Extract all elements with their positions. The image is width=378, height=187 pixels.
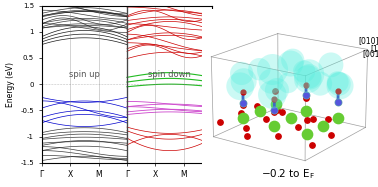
Text: $-0.2$ to $\mathrm{E_F}$: $-0.2$ to $\mathrm{E_F}$: [261, 168, 315, 181]
Text: spin down: spin down: [148, 70, 191, 79]
Text: spin up: spin up: [69, 70, 100, 79]
Y-axis label: Energy (eV): Energy (eV): [6, 62, 15, 107]
